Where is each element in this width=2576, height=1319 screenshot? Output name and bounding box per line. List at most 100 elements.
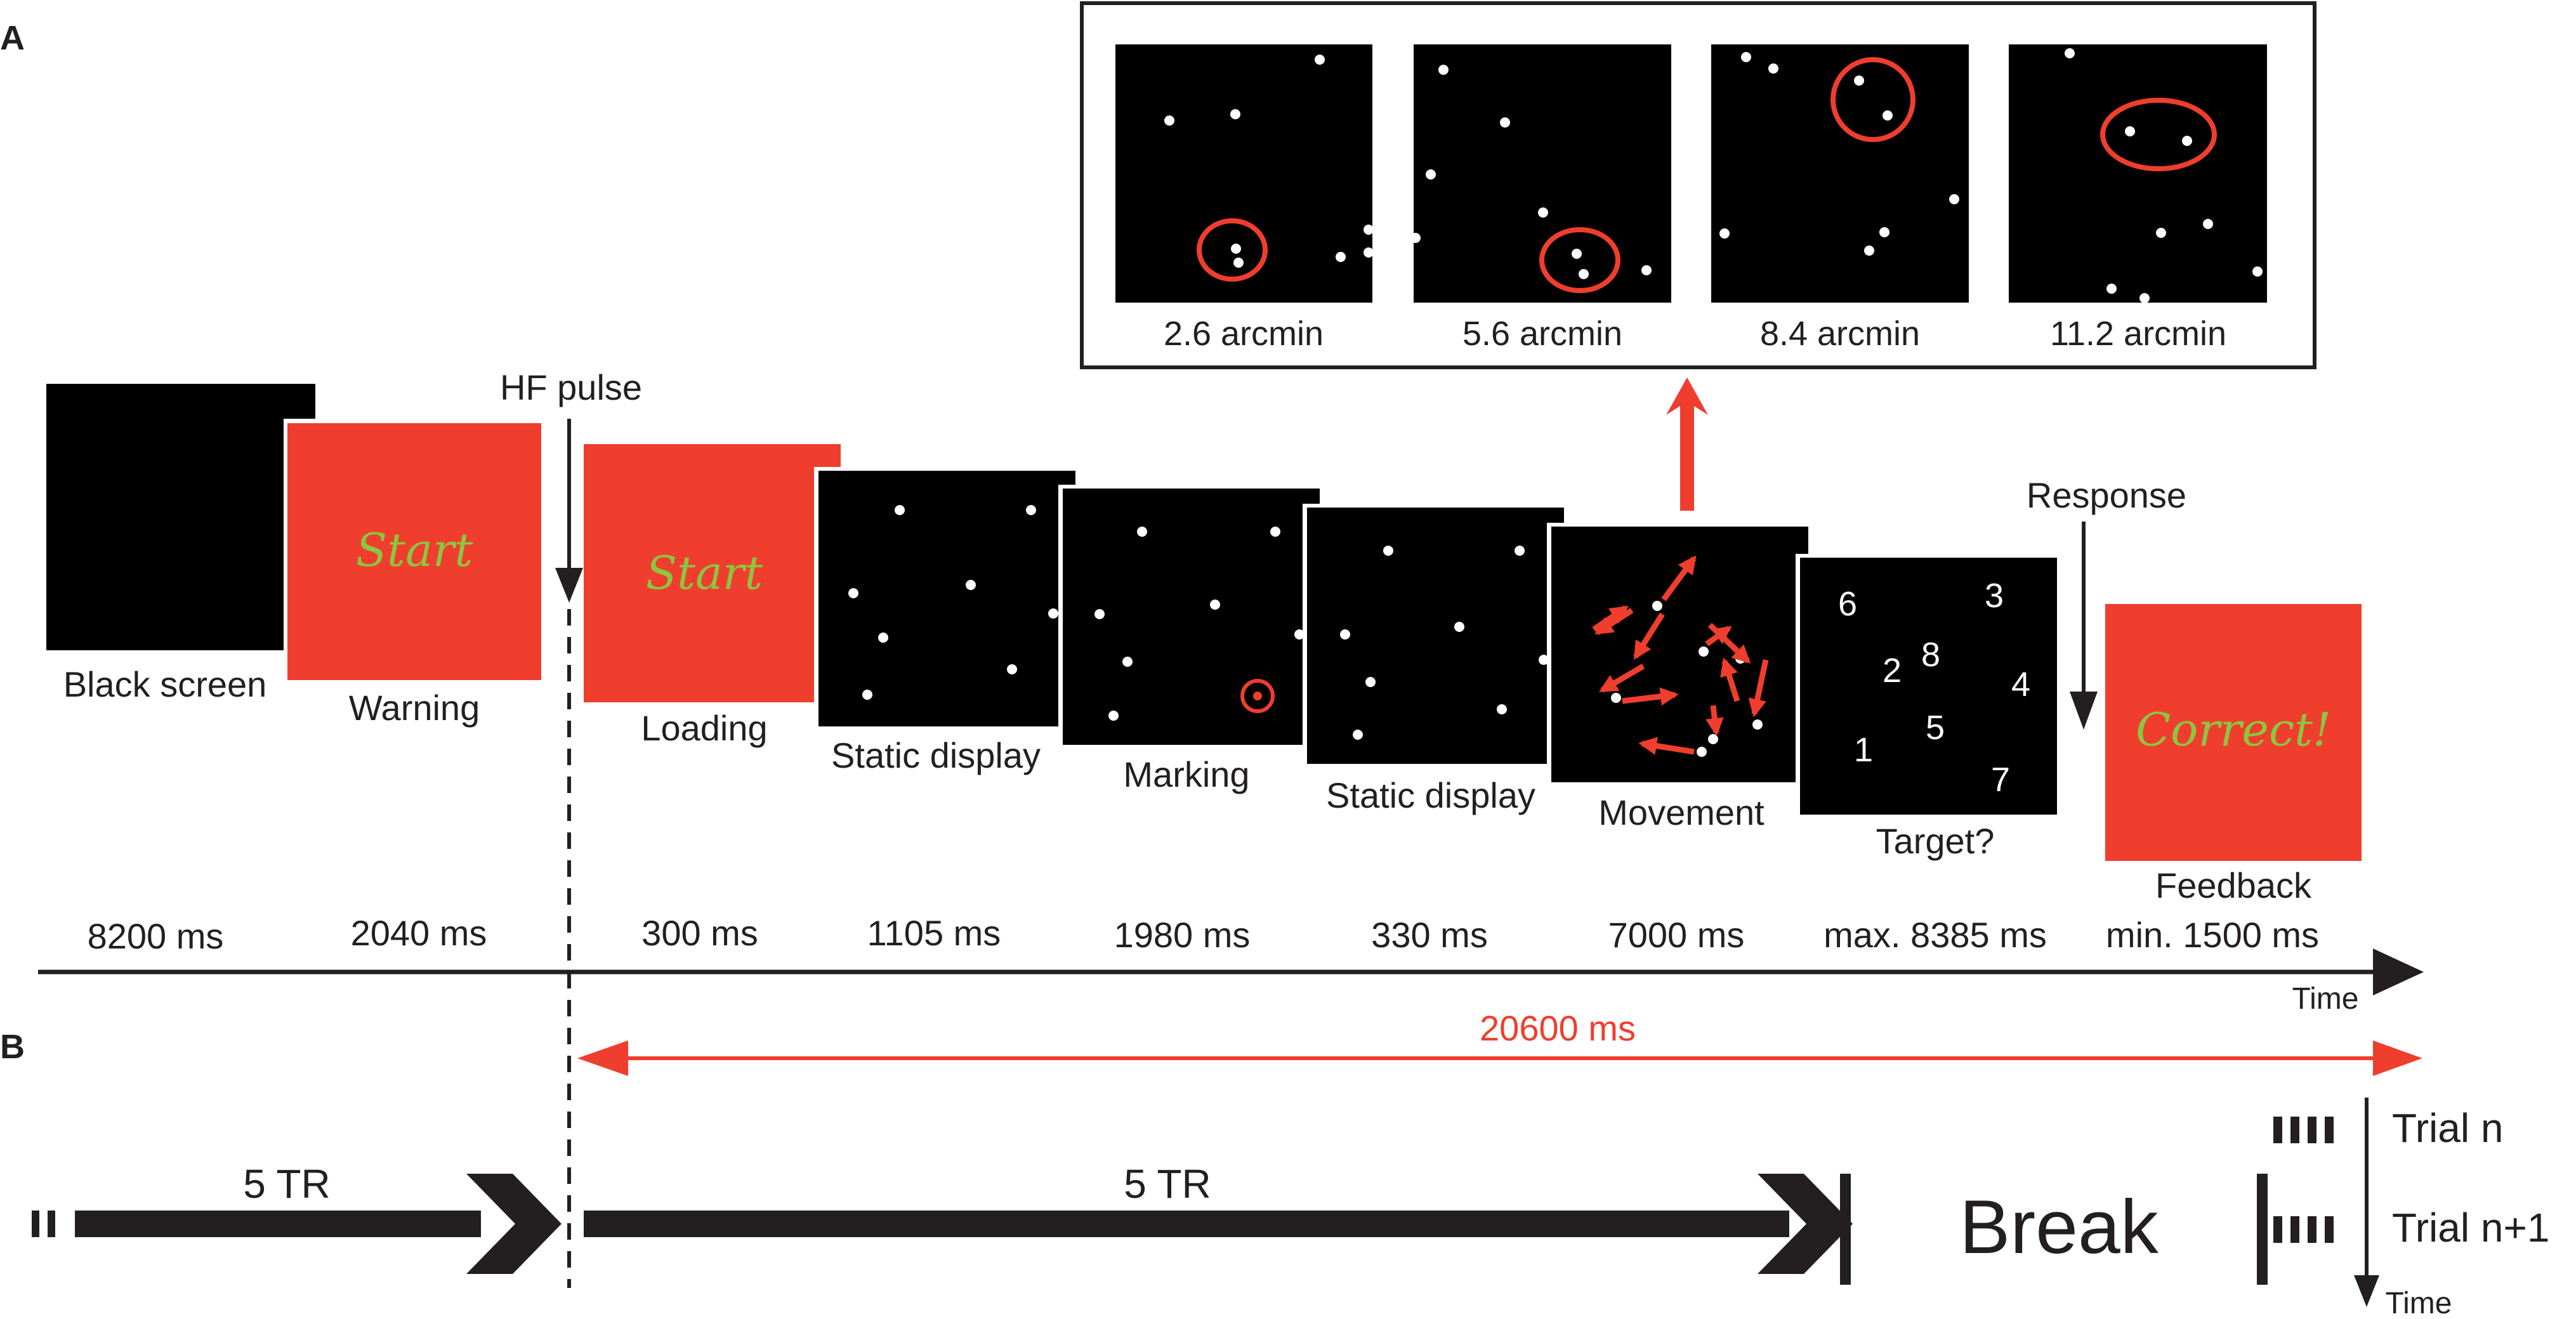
target-numbers: 6 3 2 8 4 5 1 7 xyxy=(1838,577,2030,799)
feedback-rect xyxy=(2105,604,2362,861)
marking-dots xyxy=(1094,527,1304,721)
hf-pulse-label: HF pulse xyxy=(500,367,642,407)
inset-screen-3 xyxy=(1711,44,1969,303)
duration-static2: 330 ms xyxy=(1371,915,1488,955)
screen-loading: Start Loading xyxy=(584,444,841,748)
feedback-correct-text: Correct! xyxy=(2136,703,2331,756)
trial-n-dashes xyxy=(2273,1117,2334,1143)
loading-start-text: Start xyxy=(646,546,764,600)
inset-screen-4 xyxy=(2009,44,2267,303)
tr-arrow-left: 5 TR xyxy=(75,1161,562,1274)
target-number-1: 6 xyxy=(1838,585,1857,623)
screen-marking: Marking xyxy=(1058,485,1322,794)
inset-example-4: 11.2 arcmin xyxy=(2009,44,2267,353)
duration-warning: 2040 ms xyxy=(351,913,487,953)
target-number-7: 1 xyxy=(1854,731,1873,769)
screen-warning: Start Warning xyxy=(284,419,545,728)
marking-label: Marking xyxy=(1123,754,1249,794)
marking-target-circle xyxy=(1240,679,1275,713)
trial-span-label: 20600 ms xyxy=(1480,1008,1636,1048)
trial-span: 20600 ms xyxy=(577,1008,2422,1076)
hf-pulse-marker: HF pulse xyxy=(500,367,642,603)
screen-feedback: Correct! Feedback xyxy=(2105,604,2362,905)
loading-label: Loading xyxy=(641,708,767,748)
time-axis-arrowhead xyxy=(2373,948,2424,995)
movement-arrows xyxy=(1592,555,1769,755)
inset-dots-4 xyxy=(2065,48,2263,303)
static1-label: Static display xyxy=(831,735,1041,775)
inset-marker-circle-1 xyxy=(1197,218,1268,282)
response-marker: Response xyxy=(2027,475,2186,730)
break-end-bar xyxy=(2257,1174,2268,1285)
inset-example-1: 2.6 arcmin xyxy=(1115,44,1374,353)
target-number-6: 5 xyxy=(1926,709,1945,747)
static2-label: Static display xyxy=(1326,775,1535,815)
tr-left-label: 5 TR xyxy=(243,1161,331,1207)
inset-label-1: 2.6 arcmin xyxy=(1164,315,1324,353)
inset-dots-3 xyxy=(1719,52,1959,256)
black-screen-rect xyxy=(46,384,315,650)
panel-a-letter: A xyxy=(0,19,25,57)
target-number-4: 8 xyxy=(1921,636,1940,674)
inset-marker-circle-3 xyxy=(1830,57,1916,142)
left-dash-1 xyxy=(32,1211,39,1237)
inset-screen-1 xyxy=(1115,44,1372,303)
black-screen-label: Black screen xyxy=(63,664,267,704)
break-start-bar xyxy=(1840,1174,1851,1285)
inset-link-arrow xyxy=(1666,377,1708,511)
screen-static-2: Static display xyxy=(1303,504,1566,815)
panel-b-letter: B xyxy=(0,1028,25,1066)
inset-example-2: 5.6 arcmin xyxy=(1410,44,1671,353)
inset-label-4: 11.2 arcmin xyxy=(2050,315,2226,353)
duration-loading: 300 ms xyxy=(641,913,758,953)
left-dash-2 xyxy=(48,1211,55,1237)
duration-movement: 7000 ms xyxy=(1608,915,1745,955)
warning-rect xyxy=(287,423,541,680)
static1-rect xyxy=(818,471,1075,726)
loading-rect xyxy=(584,444,841,702)
screen-movement: Movement xyxy=(1547,523,1810,832)
panel-b: 5 TR 5 TR Break Time Trial n Tri xyxy=(32,1098,2549,1319)
inset-label-3: 8.4 arcmin xyxy=(1760,315,1920,353)
durations: 8200 ms 2040 ms 300 ms 1105 ms 1980 ms 3… xyxy=(88,913,2319,956)
duration-marking: 1980 ms xyxy=(1114,915,1251,955)
warning-start-text: Start xyxy=(356,523,474,577)
trial-span-arrow-right xyxy=(2373,1040,2422,1076)
inset-dots-1 xyxy=(1164,55,1374,268)
trial-span-arrow-left xyxy=(577,1040,628,1076)
marking-target-dot xyxy=(1253,692,1262,700)
feedback-label: Feedback xyxy=(2155,865,2312,905)
duration-feedback: min. 1500 ms xyxy=(2106,915,2319,955)
inset-dots-2 xyxy=(1410,65,1652,279)
target-number-5: 4 xyxy=(2011,666,2030,704)
tr-right-label: 5 TR xyxy=(1124,1161,1211,1207)
target-rect xyxy=(1800,558,2057,815)
target-label: Target? xyxy=(1876,821,1995,861)
inset-example-3: 8.4 arcmin xyxy=(1711,44,1969,353)
screen-target: 6 3 2 8 4 5 1 7 Target? xyxy=(1796,554,2059,861)
trial-n1-label: Trial n+1 xyxy=(2392,1205,2549,1250)
warning-label: Warning xyxy=(349,688,480,728)
duration-black: 8200 ms xyxy=(88,916,224,956)
screen-static-1: Static display xyxy=(814,467,1077,775)
duration-static1: 1105 ms xyxy=(867,913,1001,953)
screen-black: Black screen xyxy=(46,384,315,704)
vertical-time-label: Time xyxy=(2386,1287,2452,1319)
static1-dots xyxy=(848,505,1058,700)
time-axis-label: Time xyxy=(2292,982,2359,1016)
trial-n-label: Trial n xyxy=(2392,1105,2503,1151)
inset-marker-circle-2 xyxy=(1539,227,1620,293)
target-number-2: 3 xyxy=(1985,577,2004,615)
time-axis: Time xyxy=(38,948,2424,1016)
tr-arrow-right: 5 TR xyxy=(584,1161,1853,1274)
duration-target: max. 8385 ms xyxy=(1824,915,2047,955)
trial-n1-dashes xyxy=(2273,1216,2334,1243)
inset-label-2: 5.6 arcmin xyxy=(1462,315,1622,353)
static2-dots xyxy=(1340,546,1549,740)
movement-label: Movement xyxy=(1598,792,1764,832)
target-number-8: 7 xyxy=(1991,761,2010,799)
movement-rect xyxy=(1551,527,1808,782)
target-number-3: 2 xyxy=(1883,652,1902,690)
inset-marker-circle-4 xyxy=(2100,98,2217,171)
